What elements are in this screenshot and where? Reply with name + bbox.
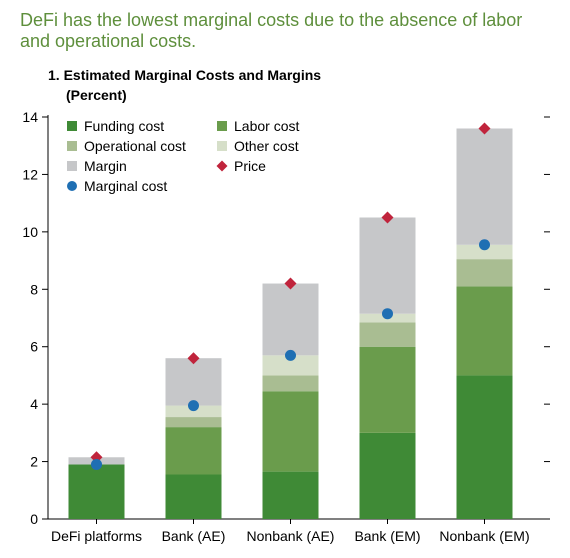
bar-operational-cost-nonbank-ae bbox=[262, 375, 319, 392]
chart-title: 1. Estimated Marginal Costs and Margins bbox=[48, 67, 322, 83]
legend-label-operational-cost: Operational cost bbox=[84, 138, 186, 154]
bar-funding-cost-nonbank-em bbox=[456, 375, 513, 519]
bar-labor-cost-bank-ae bbox=[165, 427, 222, 475]
legend-swatch-margin bbox=[67, 161, 77, 171]
y-tick-label-2: 2 bbox=[30, 454, 38, 470]
y-tick-label-12: 12 bbox=[22, 166, 38, 182]
marker-price-bank-ae bbox=[187, 352, 200, 365]
x-tick-label-defi-platforms: DeFi platforms bbox=[51, 528, 142, 544]
legend-swatch-price bbox=[216, 160, 228, 172]
legend-swatch-funding-cost bbox=[67, 121, 77, 131]
legend-label-marginal-cost: Marginal cost bbox=[84, 178, 167, 194]
bar-other-cost-bank-ae bbox=[165, 405, 222, 418]
bar-other-cost-nonbank-ae bbox=[262, 355, 319, 376]
bar-labor-cost-nonbank-ae bbox=[262, 391, 319, 472]
bar-margin-nonbank-ae bbox=[262, 283, 319, 356]
x-tick-label-nonbank-ae: Nonbank (AE) bbox=[247, 528, 335, 544]
legend-swatch-labor-cost bbox=[217, 121, 227, 131]
legend-swatch-operational-cost bbox=[67, 141, 77, 151]
bar-margin-nonbank-em bbox=[456, 128, 513, 245]
legend-label-price: Price bbox=[234, 158, 266, 174]
marker-price-nonbank-ae bbox=[284, 277, 297, 290]
y-tick-label-0: 0 bbox=[30, 511, 38, 527]
legend-swatch-marginal-cost bbox=[67, 181, 77, 191]
x-tick-label-nonbank-em: Nonbank (EM) bbox=[439, 528, 529, 544]
legend-swatch-other-cost bbox=[217, 141, 227, 151]
marker-marginal-cost-nonbank-em bbox=[479, 239, 490, 251]
bar-operational-cost-bank-em bbox=[359, 322, 416, 347]
bar-operational-cost-nonbank-em bbox=[456, 259, 513, 287]
bar-other-cost-nonbank-em bbox=[456, 244, 513, 260]
bar-labor-cost-nonbank-em bbox=[456, 286, 513, 376]
legend-label-labor-cost: Labor cost bbox=[234, 118, 299, 134]
bar-operational-cost-bank-ae bbox=[165, 417, 222, 428]
marker-marginal-cost-nonbank-ae bbox=[285, 349, 296, 361]
marker-marginal-cost-bank-em bbox=[382, 308, 393, 320]
bar-funding-cost-bank-ae bbox=[165, 474, 222, 519]
headline: DeFi has the lowest marginal costs due t… bbox=[20, 10, 523, 51]
chart-subtitle: (Percent) bbox=[66, 87, 127, 103]
legend-label-funding-cost: Funding cost bbox=[84, 118, 164, 134]
y-tick-label-4: 4 bbox=[30, 396, 38, 412]
marker-marginal-cost-defi-platforms bbox=[91, 458, 102, 470]
bar-margin-bank-em bbox=[359, 217, 416, 314]
x-tick-label-bank-ae: Bank (AE) bbox=[162, 528, 226, 544]
marker-price-bank-em bbox=[381, 211, 394, 224]
marker-marginal-cost-bank-ae bbox=[188, 400, 199, 412]
y-tick-label-6: 6 bbox=[30, 339, 38, 355]
legend-label-other-cost: Other cost bbox=[234, 138, 299, 154]
bar-funding-cost-bank-em bbox=[359, 432, 416, 519]
bar-funding-cost-defi-platforms bbox=[68, 464, 125, 519]
y-tick-label-14: 14 bbox=[22, 109, 38, 125]
bar-funding-cost-nonbank-ae bbox=[262, 471, 319, 519]
marker-price-nonbank-em bbox=[478, 122, 491, 135]
x-tick-label-bank-em: Bank (EM) bbox=[354, 528, 420, 544]
y-tick-label-8: 8 bbox=[30, 281, 38, 297]
y-tick-label-10: 10 bbox=[22, 224, 38, 240]
bar-labor-cost-bank-em bbox=[359, 346, 416, 433]
bar-margin-bank-ae bbox=[165, 358, 222, 406]
legend-label-margin: Margin bbox=[84, 158, 127, 174]
